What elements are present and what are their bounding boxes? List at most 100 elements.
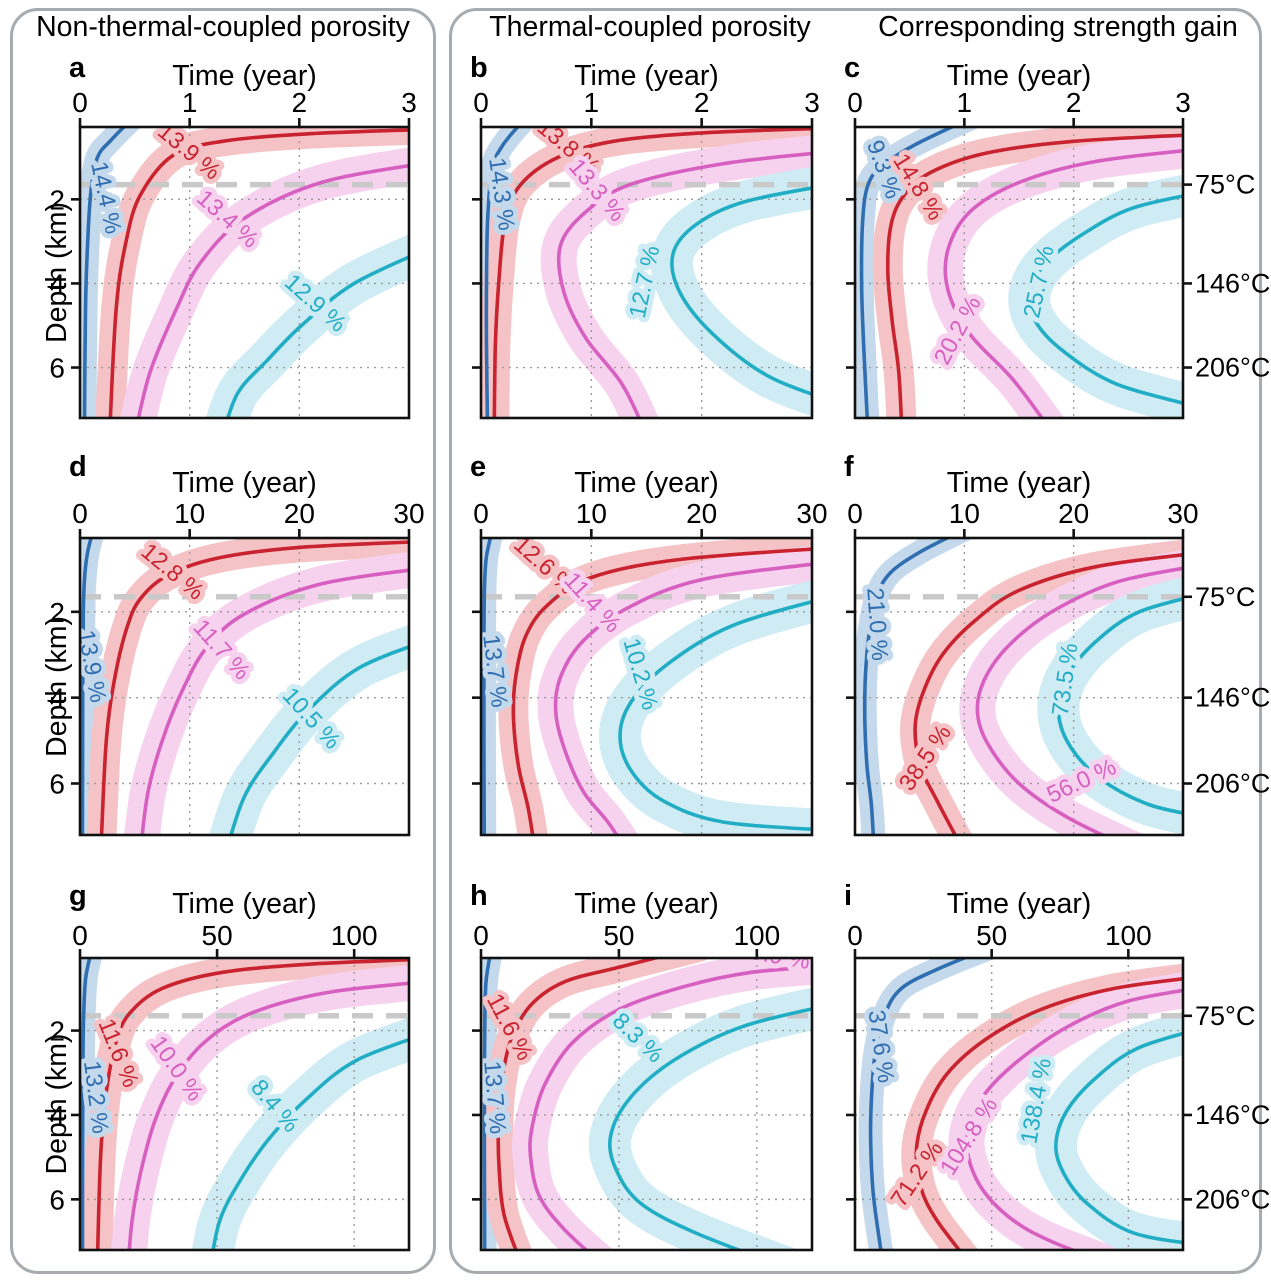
contour-line-red [492,127,812,418]
contour-line-magenta [943,148,1183,418]
temperature-label: 75°C [1195,1001,1255,1031]
x-axis-title: Time (year) [574,467,719,499]
contour-label-blue: 21.0 % [862,587,893,662]
x-axis-title: Time (year) [947,888,1092,920]
contour-line-red [914,976,1183,1250]
x-tick-label: 30 [1167,498,1198,529]
x-tick-label: 0 [847,498,863,529]
x-axis-title: Time (year) [172,467,317,499]
x-tick-label: 20 [1058,498,1089,529]
x-tick-label: 50 [603,920,634,951]
depth-tick-label: 6 [49,768,65,799]
x-tick-label: 1 [584,87,600,118]
temperature-label: 206°C [1195,1184,1270,1214]
x-tick-label: 0 [473,920,489,951]
contour-line-blue [482,958,492,1250]
x-tick-label: 10 [576,498,607,529]
plot-border [78,125,411,420]
column-title-strength-gain: Corresponding strength gain [878,11,1238,43]
depth-tick-label: 6 [49,353,65,384]
x-axis-title: Time (year) [172,888,317,920]
plot-border [479,125,814,420]
contour-line-blue [859,127,956,418]
x-tick-label: 0 [847,920,863,951]
column-title-thermal: Thermal-coupled porosity [489,11,811,43]
x-axis-title: Time (year) [574,888,719,920]
x-axis-title: Time (year) [172,60,317,92]
panel-i: 37.6 %71.2 %104.8 % 138.4 %0 50 10075°C146°… [844,880,1270,1252]
contour-line-magenta [964,988,1183,1250]
group-box-non-thermal [10,8,436,1274]
contour-line-cyan [225,255,409,418]
depth-tick-label: 4 [49,683,65,714]
x-tick-label: 3 [804,87,820,118]
plot-border [853,956,1185,1252]
temperature-label: 146°C [1195,268,1270,298]
temperature-label: 75°C [1195,582,1255,612]
contour-line-blue [484,127,520,418]
contour-line-red [913,552,1183,835]
panel-letter-f: f [844,451,854,483]
contour-line-red [95,958,409,1250]
contour-line-magenta [553,562,812,835]
contour-line-red [496,958,663,1250]
temperature-label: 75°C [1195,170,1255,200]
contour-line-cyan [607,1007,812,1250]
temperature-label: 206°C [1195,768,1270,798]
x-tick-label: 2 [1066,87,1082,118]
panel-letter-g: g [69,880,87,912]
group-box-thermal-coupled [449,8,1262,1274]
depth-tick-label: 2 [49,1016,65,1047]
plot-border [78,536,411,837]
temperature-label: 206°C [1195,353,1270,383]
x-tick-label: 3 [401,87,417,118]
plot-border [479,956,814,1252]
x-tick-label: 100 [733,920,780,951]
depth-tick-label: 6 [49,1184,65,1215]
contour-line-cyan [1056,596,1183,815]
contour-line-magenta [975,566,1183,835]
depth-tick-label: 2 [49,184,65,215]
contour-line-cyan [618,599,812,832]
x-axis-title: Time (year) [947,60,1092,92]
panel-letter-c: c [844,52,860,84]
x-axis-title: Time (year) [574,60,719,92]
uncertainty-band-cyan [191,1017,409,1250]
x-tick-label: 10 [174,498,205,529]
contour-line-blue [862,538,952,835]
x-tick-label: 3 [1175,87,1191,118]
panel-letter-h: h [470,880,488,912]
x-tick-label: 0 [473,87,489,118]
contour-line-blue [80,958,92,1250]
x-tick-label: 50 [976,920,1007,951]
contour-line-red [511,547,812,835]
uncertainty-band-cyan [1034,1011,1183,1250]
x-tick-label: 0 [72,498,88,529]
contour-line-blue [868,958,970,1250]
x-tick-label: 1 [182,87,198,118]
x-tick-label: 2 [292,87,308,118]
contour-line-magenta [556,151,812,418]
contour-line-blue [482,538,493,835]
contour-line-cyan [229,645,409,835]
x-tick-label: 10 [949,498,980,529]
x-tick-label: 1 [957,87,973,118]
x-tick-label: 100 [331,920,378,951]
contour-line-magenta [528,965,812,1250]
panel-letter-a: a [69,52,86,84]
x-tick-label: 50 [202,920,233,951]
x-tick-label: 0 [72,87,88,118]
contour-line-magenta [127,981,409,1250]
x-tick-label: 30 [796,498,827,529]
temperature-label: 146°C [1195,1100,1270,1130]
y-axis-title: Depth (km) [41,202,73,343]
contour-line-cyan [211,1037,409,1250]
x-tick-label: 0 [847,87,863,118]
contour-line-magenta [136,163,409,418]
x-tick-label: 0 [473,498,489,529]
contour-line-magenta [140,568,409,835]
